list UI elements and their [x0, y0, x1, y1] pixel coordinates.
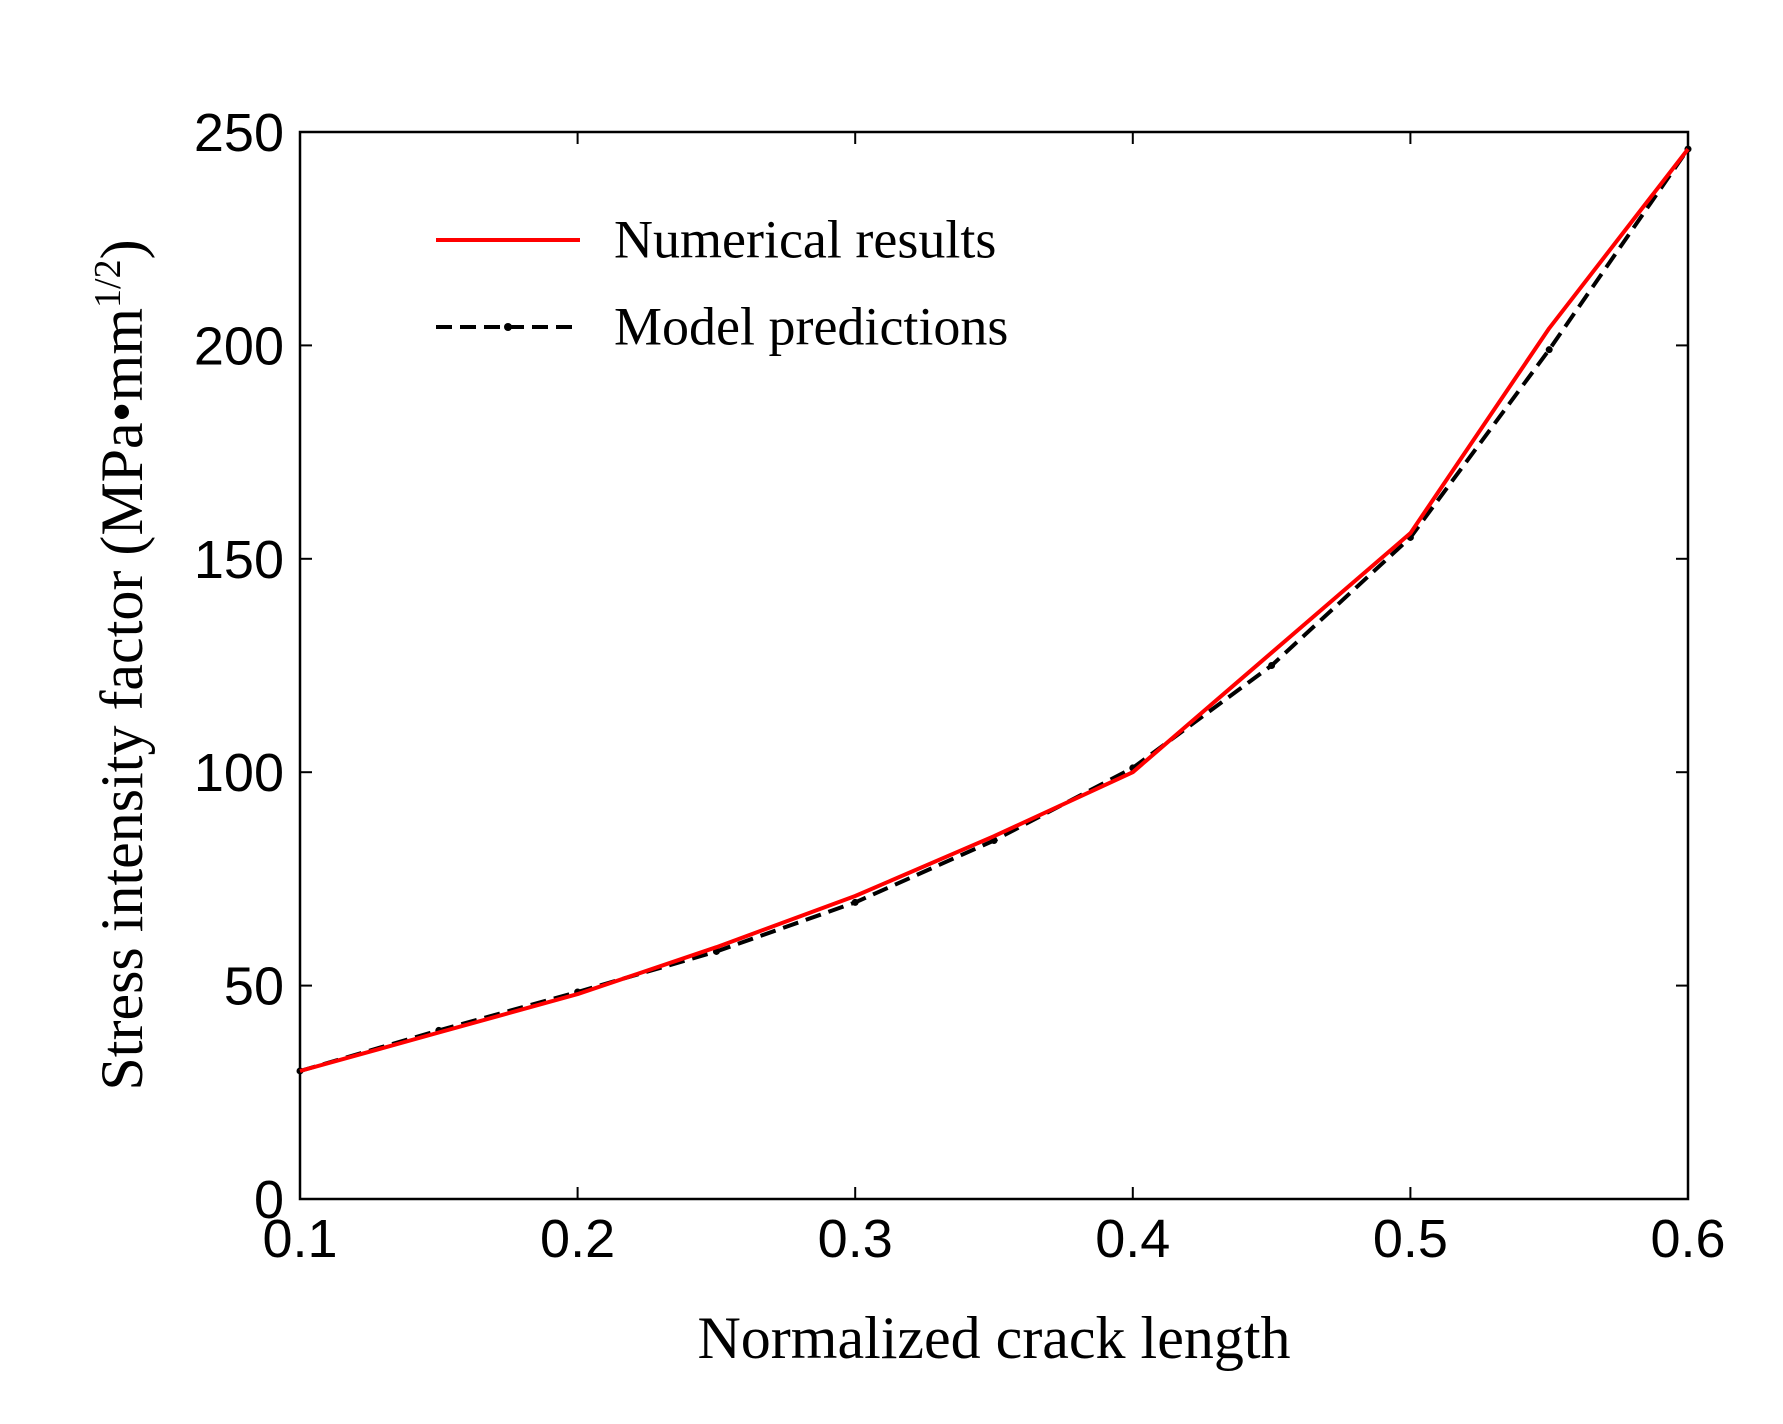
- y-axis-title-main: Stress intensity factor (MPa•mm: [89, 308, 155, 1091]
- x-tick-label: 0.5: [1373, 1209, 1448, 1269]
- y-tick-label: 200: [194, 316, 284, 376]
- y-tick-label: 50: [224, 957, 284, 1017]
- y-axis-title-close: ): [89, 239, 155, 259]
- legend-marker-model-predictions: [504, 323, 512, 331]
- series-line-numerical-results: [299, 147, 1690, 1073]
- data-point-model-predictions: [1545, 346, 1553, 354]
- y-tick-label: 250: [194, 103, 284, 163]
- axis-ticks: 0.1 0.2 0.3 0.4 0.5 0.6 0 50 100 150 200 250: [194, 103, 1726, 1269]
- x-axis-title: Normalized crack length: [697, 1305, 1290, 1371]
- legend-label-numerical-results: Numerical results: [614, 209, 996, 269]
- legend: Numerical results Model predictions: [436, 209, 1008, 356]
- series-group: [296, 145, 1692, 1075]
- y-tick-label: 100: [194, 743, 284, 803]
- plot-frame: [298, 130, 1690, 1201]
- y-tick-label: 150: [194, 530, 284, 590]
- y-tick-label: 0: [254, 1170, 284, 1230]
- y-axis-title: Stress intensity factor (MPa•mm1/2): [87, 239, 155, 1090]
- x-tick-label: 0.2: [540, 1209, 615, 1269]
- legend-label-model-predictions: Model predictions: [614, 296, 1008, 356]
- data-point-model-predictions: [851, 898, 859, 906]
- x-tick-label: 0.3: [818, 1209, 893, 1269]
- data-point-model-predictions: [1268, 662, 1276, 669]
- x-tick-label: 0.4: [1095, 1209, 1170, 1269]
- x-tick-label: 0.1: [262, 1209, 337, 1269]
- y-axis-title-superscript: 1/2: [87, 259, 129, 308]
- x-tick-label: 0.6: [1650, 1209, 1725, 1269]
- series-line-model-predictions: [299, 147, 1690, 1073]
